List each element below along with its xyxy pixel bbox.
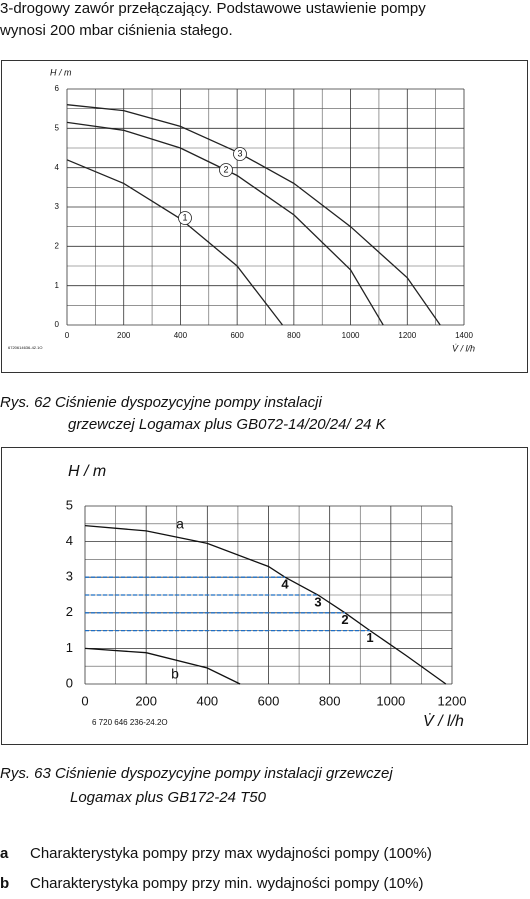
- x-tick-label: 600: [258, 693, 280, 708]
- y-tick-label: 1: [66, 640, 73, 655]
- y-tick-label: 3: [55, 202, 60, 211]
- chart-frame: [1, 60, 528, 373]
- caption: Rys. 63 Ciśnienie dyspozycyjne pompy ins…: [0, 765, 393, 782]
- curve-label: a: [176, 516, 184, 532]
- curve: [66, 104, 441, 326]
- curve-label: 2: [223, 164, 228, 174]
- intro-line: 3-drogowy zawór przełączający. Podstawow…: [0, 0, 426, 17]
- curve-label: b: [171, 666, 179, 682]
- y-tick-label: 2: [55, 241, 60, 250]
- x-tick-label: 1200: [398, 331, 416, 340]
- figure-code: 6 720 646 236-24.2O: [92, 718, 168, 727]
- intro-line: wynosi 200 mbar ciśnienia stałego.: [0, 22, 233, 39]
- x-tick-label: 800: [319, 693, 341, 708]
- x-tick-label: 1400: [455, 331, 473, 340]
- curve: [84, 524, 447, 685]
- x-tick-label: 400: [196, 693, 218, 708]
- operating-label: 1: [366, 630, 373, 645]
- y-tick-label: 0: [66, 675, 73, 690]
- curve-label-ring: [178, 211, 192, 225]
- x-axis-title: V̇ / l/h: [452, 343, 475, 353]
- y-tick-label: 6: [55, 84, 60, 93]
- x-tick-label: 600: [230, 331, 244, 340]
- x-tick-label: 200: [135, 693, 157, 708]
- operating-label: 2: [341, 612, 348, 627]
- curve: [84, 647, 241, 685]
- legend-text: Charakterystyka pompy przy max wydajnośc…: [30, 845, 432, 862]
- y-axis-title: H / m: [50, 67, 72, 77]
- caption: grzewczej Logamax plus GB072-14/20/24/ 2…: [68, 416, 386, 433]
- y-tick-label: 4: [55, 163, 60, 172]
- chart-frame: [1, 447, 528, 745]
- operating-label: 4: [281, 577, 289, 592]
- legend-key: b: [0, 875, 10, 892]
- y-axis-title: H / m: [68, 463, 106, 480]
- x-tick-label: 800: [287, 331, 301, 340]
- y-tick-label: 5: [55, 123, 60, 132]
- x-tick-label: 0: [81, 693, 88, 708]
- caption: Rys. 62 Ciśnienie dyspozycyjne pompy ins…: [0, 394, 322, 411]
- curve-label: 1: [182, 212, 187, 222]
- curve-label-ring: [219, 163, 233, 177]
- y-tick-label: 0: [55, 320, 60, 329]
- x-tick-label: 1000: [342, 331, 360, 340]
- curve-label-ring: [233, 147, 247, 161]
- y-tick-label: 5: [66, 497, 73, 512]
- figure-code: 6720614636-42.1O: [8, 345, 42, 350]
- x-tick-label: 1000: [376, 693, 405, 708]
- legend-key: a: [0, 845, 9, 862]
- x-tick-label: 0: [65, 331, 70, 340]
- x-tick-label: 400: [174, 331, 188, 340]
- x-tick-label: 200: [117, 331, 131, 340]
- y-tick-label: 3: [66, 569, 73, 584]
- x-tick-label: 1200: [438, 693, 467, 708]
- x-axis-title: V̇ / l/h: [423, 712, 464, 730]
- curve: [66, 121, 384, 326]
- legend-text: Charakterystyka pompy przy min. wydajnoś…: [30, 875, 424, 892]
- y-tick-label: 1: [55, 281, 60, 290]
- y-tick-label: 4: [66, 533, 73, 548]
- curve-label: 3: [237, 148, 242, 158]
- caption: Logamax plus GB172-24 T50: [70, 789, 266, 806]
- operating-label: 3: [314, 594, 321, 609]
- y-tick-label: 2: [66, 604, 73, 619]
